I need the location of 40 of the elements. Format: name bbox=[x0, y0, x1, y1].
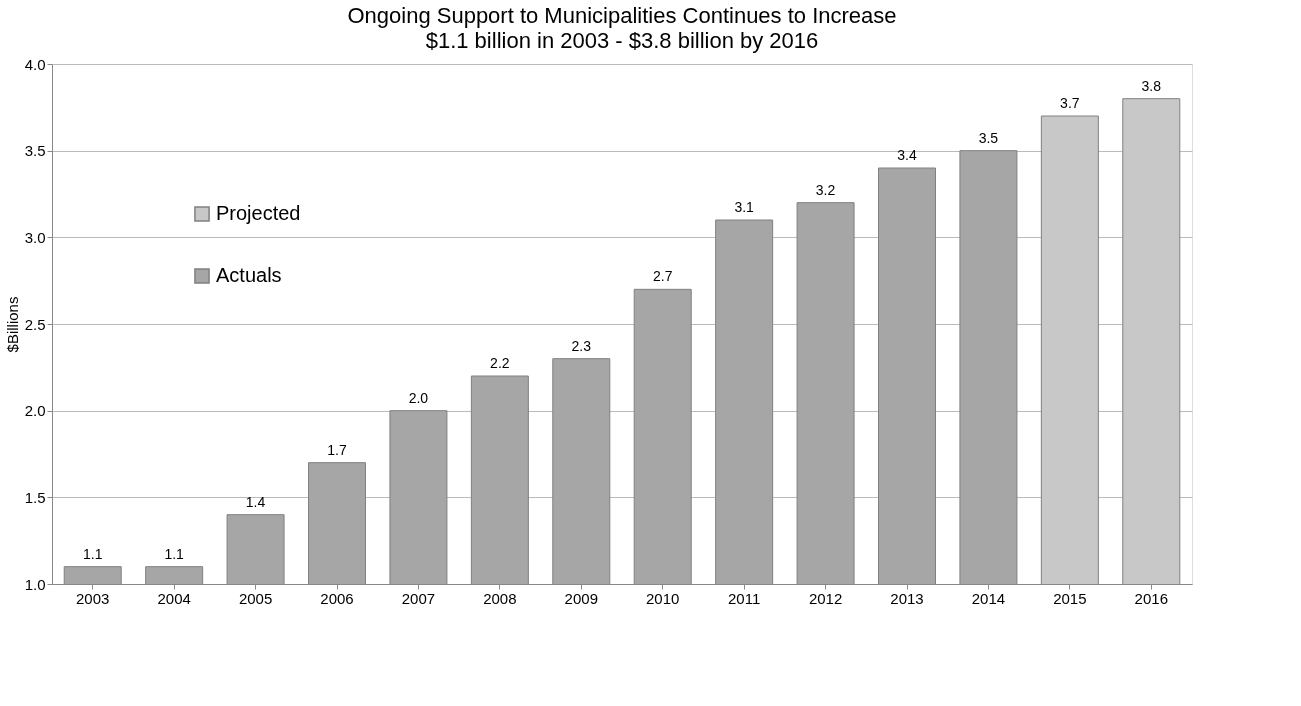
x-tick-label: 2015 bbox=[1053, 589, 1087, 607]
data-label: 1.4 bbox=[245, 493, 266, 510]
chart-title: Ongoing Support to Municipalities Continues to Increase bbox=[347, 3, 897, 28]
y-tick-label: 3.0 bbox=[24, 228, 46, 246]
y-tick-label: 2.0 bbox=[24, 402, 46, 420]
x-tick-label: 2006 bbox=[320, 589, 354, 607]
data-label: 1.1 bbox=[164, 545, 185, 562]
data-label: 3.1 bbox=[734, 199, 755, 215]
data-label: 3.2 bbox=[815, 181, 836, 198]
x-tick-label: 2009 bbox=[564, 589, 598, 607]
data-label: 1.1 bbox=[82, 545, 103, 562]
data-label: 2.3 bbox=[571, 337, 592, 354]
x-tick-label: 2012 bbox=[808, 589, 843, 607]
legend-label: Projected bbox=[216, 202, 301, 224]
x-tick-label: 2008 bbox=[483, 589, 517, 607]
y-tick-label: 1.5 bbox=[24, 488, 46, 506]
y-tick-label: 3.5 bbox=[24, 142, 46, 160]
chart-subtitle: $1.1 billion in 2003 - $3.8 billion by 2016 bbox=[425, 28, 819, 53]
data-label: 3.5 bbox=[978, 129, 999, 146]
y-tick-label: 1.0 bbox=[24, 575, 46, 593]
y-tick-label: 2.5 bbox=[24, 315, 46, 333]
x-tick-label: 2007 bbox=[401, 589, 436, 607]
data-label: 1.7 bbox=[327, 441, 347, 458]
x-tick-label: 2013 bbox=[890, 589, 924, 607]
data-label: 3.7 bbox=[1060, 95, 1080, 111]
data-label: 2.2 bbox=[490, 355, 510, 371]
x-tick-label: 2010 bbox=[646, 589, 680, 607]
x-tick-label: 2004 bbox=[157, 589, 191, 607]
data-label: 3.8 bbox=[1141, 77, 1162, 94]
y-tick-label: 4.0 bbox=[24, 55, 46, 73]
data-label: 2.0 bbox=[408, 389, 429, 406]
data-label: 3.4 bbox=[897, 147, 917, 163]
data-label: 2.7 bbox=[652, 268, 673, 285]
y-axis-title: $Billions bbox=[3, 296, 21, 353]
x-tick-label: 2014 bbox=[971, 589, 1006, 607]
x-tick-label: 2016 bbox=[1134, 589, 1168, 607]
legend-label: Actuals bbox=[216, 264, 282, 286]
x-tick-label: 2005 bbox=[238, 589, 273, 607]
x-tick-label: 2011 bbox=[728, 589, 761, 607]
x-tick-label: 2003 bbox=[76, 589, 110, 607]
